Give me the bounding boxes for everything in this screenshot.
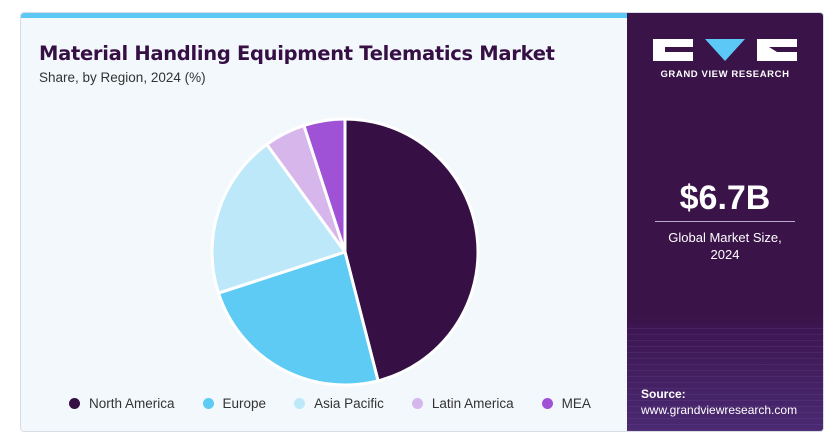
legend-swatch [411,398,423,409]
brand-name: GRAND VIEW RESEARCH [660,69,790,80]
chart-panel: Material Handling Equipment Telematics M… [21,18,627,431]
divider [655,221,795,222]
pie-slice-mea [302,117,347,254]
pie-chart [210,117,480,387]
legend-label: North America [89,396,175,411]
sidebar-pattern [627,323,823,431]
sidebar: GRAND VIEW RESEARCH $6.7B Global Market … [627,13,823,431]
market-size-caption: Global Market Size, 2024 [627,229,823,263]
source-url: www.grandviewresearch.com [641,403,798,417]
brand-logo-icon [653,39,797,61]
pie-slice-asia-pacific [210,142,347,295]
legend-swatch [202,398,214,409]
legend-swatch [294,398,306,409]
source-label: Source: [641,387,686,401]
chart-title: Material Handling Equipment Telematics M… [39,42,555,65]
legend-item-latin-america: Latin America [411,396,514,411]
pie-slice-north-america [343,117,480,383]
legend-label: Europe [222,396,267,411]
accent-bar [21,13,627,18]
chart-subtitle: Share, by Region, 2024 (%) [39,70,206,85]
chart-legend: North America Europe Asia Pacific Latin Ame… [69,396,619,411]
legend-label: Latin America [431,396,514,411]
legend-item-asia-pacific: Asia Pacific [294,396,384,411]
legend-item-europe: Europe [202,396,267,411]
market-size-value: $6.7B [679,179,771,217]
caption-line-1: Global Market Size, [668,230,782,245]
caption-line-2: 2024 [710,247,740,262]
pie-slice-europe [217,250,380,387]
legend-item-north-america: North America [69,396,175,411]
legend-item-mea: MEA [541,396,591,411]
legend-swatch [541,398,553,409]
infographic-card: Material Handling Equipment Telematics M… [20,12,824,432]
legend-label: MEA [561,396,591,411]
legend-label: Asia Pacific [314,396,384,411]
source-note: Source: www.grandviewresearch.com [641,386,797,418]
legend-swatch [69,398,80,409]
